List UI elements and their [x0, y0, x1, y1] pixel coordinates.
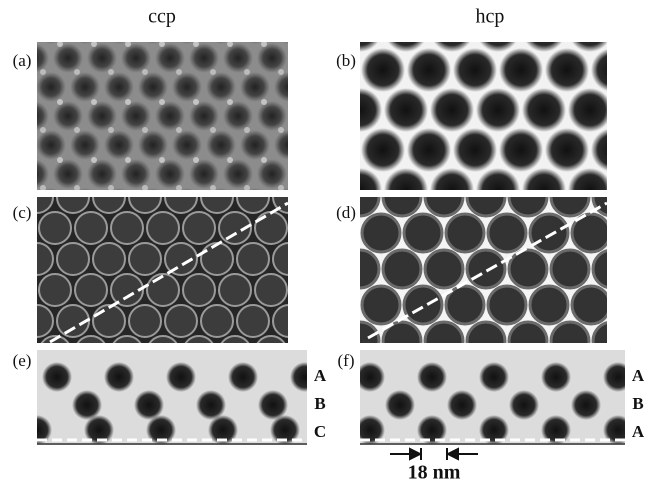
particle: [603, 362, 633, 392]
scale-bar: [390, 448, 478, 460]
particle: [417, 362, 447, 392]
panel-label: (c): [13, 203, 32, 222]
particle: [509, 390, 539, 420]
scale-bar-label: 18 nm: [408, 462, 461, 484]
particle: [166, 362, 196, 392]
particle: [104, 362, 134, 392]
column-header: hcp: [476, 6, 505, 28]
micrograph: [355, 350, 654, 445]
panel-label: (e): [13, 351, 32, 370]
panel-label: (f): [338, 351, 355, 370]
micrograph: [37, 197, 288, 343]
micrograph: [360, 197, 607, 343]
particle: [42, 362, 72, 392]
micrograph: [37, 42, 288, 190]
particle: [385, 390, 415, 420]
particle: [355, 362, 385, 392]
layer-label: B: [632, 394, 643, 413]
layer-label: C: [314, 422, 326, 441]
panel-label: (b): [336, 51, 356, 70]
panel-label: (d): [336, 203, 356, 222]
layer-label: B: [314, 394, 325, 413]
micrograph: [360, 42, 607, 190]
layer-label: A: [314, 366, 327, 385]
layer-label: A: [632, 366, 645, 385]
particle: [479, 362, 509, 392]
figure: ccp hcp (a) (b) (c) (d) (e) (f) A B C A …: [0, 0, 654, 488]
particle: [541, 362, 571, 392]
panel-label: (a): [13, 51, 32, 70]
particle: [228, 362, 258, 392]
particle: [571, 390, 601, 420]
column-header: ccp: [148, 6, 176, 28]
layer-label: A: [632, 422, 645, 441]
particle: [447, 390, 477, 420]
micrograph: [22, 350, 350, 445]
